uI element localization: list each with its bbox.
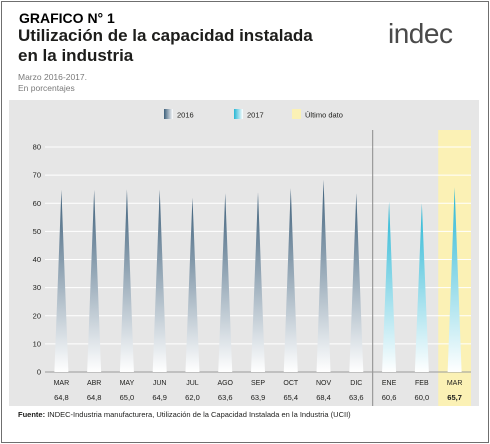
x-tick-label: FEB: [415, 380, 429, 387]
x-tick-label: ABR: [87, 380, 101, 387]
bar: [382, 201, 397, 372]
x-tick-label: DIC: [350, 380, 362, 387]
subtitle-line-2: En porcentajes: [18, 83, 75, 93]
chart-title-line-1: Utilización de la capacidad instalada: [18, 26, 313, 45]
legend-swatch: [292, 109, 301, 119]
legend-label: Último dato: [305, 111, 343, 120]
x-tick-label: JUN: [153, 380, 167, 387]
chart-subtitle: Marzo 2016-2017. En porcentajes: [18, 72, 87, 94]
x-tick-label: ENE: [382, 380, 397, 387]
y-tick-label: 40: [33, 255, 41, 264]
legend-entry: Último dato: [292, 109, 343, 120]
data-label: 65,0: [120, 393, 135, 402]
source-text: INDEC-Industria manufacturera, Utilizaci…: [47, 410, 351, 419]
bar: [185, 197, 200, 372]
chart-title-line-2: en la industria: [18, 46, 134, 65]
legend-label: 2017: [247, 111, 264, 120]
bar: [54, 189, 69, 372]
data-label: 64,8: [87, 393, 102, 402]
x-tick-label: MAR: [54, 380, 70, 387]
legend-swatch: [234, 109, 243, 119]
data-label: 65,4: [283, 393, 298, 402]
source-label: Fuente:: [18, 410, 46, 419]
bar: [349, 193, 364, 372]
data-label: 64,8: [54, 393, 69, 402]
bar: [283, 188, 298, 372]
data-label: 60,6: [382, 393, 397, 402]
y-tick-label: 60: [33, 199, 41, 208]
bar-chart: 2016 2017 Último dato 0 10 20 30 40 50 60 70 80 MAR A…: [33, 109, 471, 406]
y-tick-label: 0: [37, 368, 41, 377]
legend-entry: 2016: [164, 109, 194, 120]
bar: [316, 179, 331, 372]
bar: [152, 189, 167, 372]
x-tick-label: OCT: [283, 380, 299, 387]
chart-title: Utilización de la capacidad instalada en…: [18, 26, 378, 66]
x-tick-label: NOV: [316, 380, 332, 387]
source-note: Fuente: INDEC-Industria manufacturera, U…: [18, 410, 351, 419]
indec-logo: indec: [388, 18, 453, 50]
x-tick-label: SEP: [251, 380, 265, 387]
bar: [251, 192, 265, 372]
data-label: 63,9: [251, 393, 266, 402]
data-label: 60,0: [415, 393, 430, 402]
figure-number: GRAFICO N° 1: [19, 10, 115, 26]
y-tick-label: 10: [33, 339, 41, 348]
legend-swatch: [164, 109, 173, 119]
data-label: 65,7: [447, 393, 462, 402]
bar: [87, 189, 102, 372]
x-tick-label: AGO: [217, 380, 233, 387]
subtitle-line-1: Marzo 2016-2017.: [18, 72, 87, 82]
x-tick-label: JUL: [186, 380, 199, 387]
logo-text: indec: [388, 18, 453, 49]
chart-panel: [9, 100, 479, 406]
legend-entry: 2017: [234, 109, 264, 120]
bar: [218, 193, 233, 372]
data-label: 62,0: [185, 393, 200, 402]
data-label: 64,9: [152, 393, 167, 402]
y-tick-label: 50: [33, 227, 41, 236]
data-label: 68,4: [316, 393, 331, 402]
bar: [119, 189, 134, 372]
y-tick-label: 20: [33, 311, 41, 320]
bar: [414, 203, 429, 372]
data-label: 63,6: [349, 393, 364, 402]
x-tick-label: MAR: [447, 380, 463, 387]
x-tick-label: MAY: [120, 380, 135, 387]
y-tick-label: 30: [33, 283, 41, 292]
legend-label: 2016: [177, 111, 194, 120]
y-tick-label: 70: [33, 171, 41, 180]
data-label: 63,6: [218, 393, 233, 402]
bar: [447, 187, 462, 372]
y-tick-label: 80: [33, 143, 41, 152]
